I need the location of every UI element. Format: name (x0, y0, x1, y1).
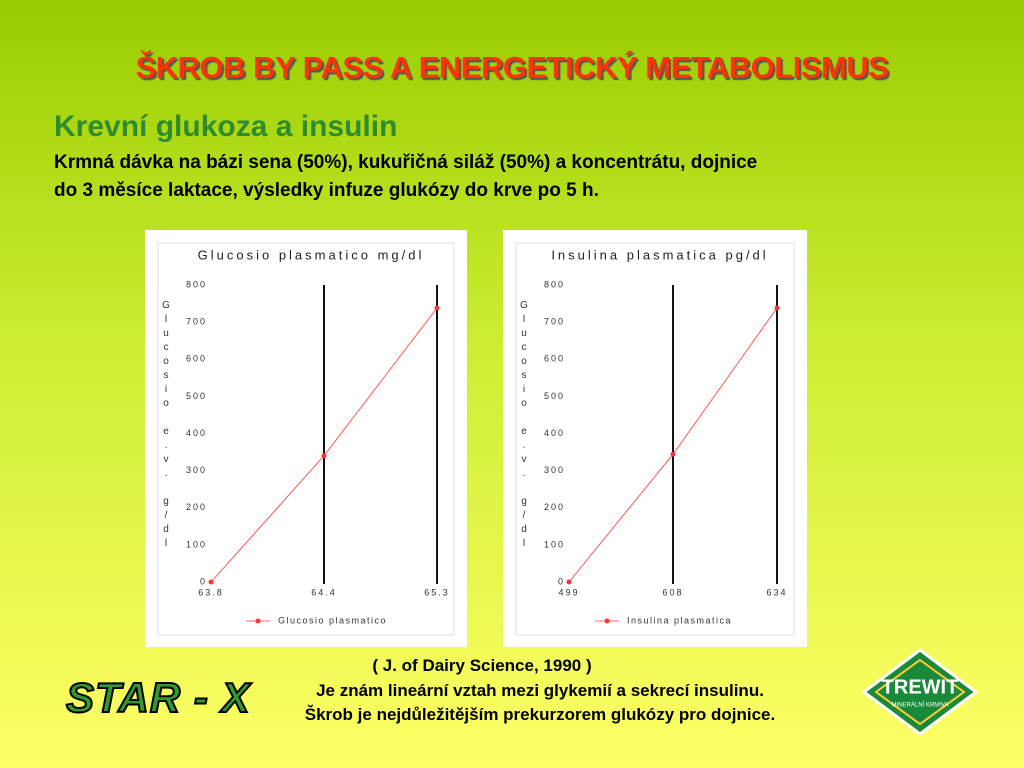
y-tick-label: 200 (544, 502, 565, 512)
logo-subtext: MINERÁLNÍ KRMIVA (892, 702, 949, 709)
y-axis-label: Glucosio e.v. g/dl (161, 300, 172, 552)
y-tick-label: 400 (186, 428, 207, 438)
data-point (670, 451, 676, 457)
y-tick-label: 100 (544, 539, 565, 549)
chart: Insulina plasmatica pg/dl Glucosio e.v. g… (503, 230, 807, 647)
y-tick-label: 800 (544, 279, 565, 289)
slide-title: ŠKROB BY PASS A ENERGETICKÝ METABOLISMUS (135, 50, 889, 85)
plot-frame (157, 242, 455, 636)
data-point (321, 453, 327, 459)
legend-marker (255, 618, 261, 624)
description-line: do 3 měsíce laktace, výsledky infuze glu… (54, 180, 599, 201)
conclusion-line: Je znám lineární vztah mezi glykemií a s… (316, 681, 764, 700)
heading: Krevní glukoza a insulin (54, 110, 398, 143)
y-axis-label: Glucosio e.v. g/dl (519, 300, 530, 552)
logo-star-x: STAR - X (65, 673, 251, 722)
data-point (208, 579, 214, 585)
y-tick-label: 600 (186, 354, 207, 364)
logo-diamond (862, 648, 978, 736)
y-tick-label: 400 (544, 428, 565, 438)
y-tick-label: 300 (186, 465, 207, 475)
legend-label: Glucosio plasmatico (278, 615, 387, 625)
x-tick-label: 634 (766, 587, 787, 597)
y-tick-label: 100 (186, 539, 207, 549)
x-tick-label: 63.8 (198, 587, 224, 597)
logo-inner (874, 658, 966, 726)
y-tick-label: 700 (544, 317, 565, 327)
x-tick-label: 64.4 (311, 587, 337, 597)
data-point (566, 579, 572, 585)
data-point (434, 305, 440, 311)
y-tick-label: 600 (544, 354, 565, 364)
reference: ( J. of Dairy Science, 1990 ) (372, 656, 592, 675)
legend-marker (604, 618, 610, 624)
y-tick-label: 700 (186, 317, 207, 327)
y-tick-label: 500 (544, 391, 565, 401)
description-line: Krmná dávka na bázi sena (50%), kukuřičn… (54, 152, 758, 173)
y-tick-label: 0 (558, 576, 565, 586)
legend-label: Insulina plasmatica (627, 615, 732, 625)
logo-text: TREWIT (882, 676, 959, 698)
y-tick-label: 200 (186, 502, 207, 512)
chart-title: Glucosio plasmatico mg/dl (198, 247, 425, 262)
y-tick-label: 800 (186, 279, 207, 289)
y-tick-label: 500 (186, 391, 207, 401)
y-tick-label: 0 (200, 576, 207, 586)
conclusion-line: Škrob je nejdůležitějším prekurzorem glu… (304, 705, 776, 724)
plot-frame (515, 242, 795, 636)
y-tick-label: 300 (544, 465, 565, 475)
x-tick-label: 65.3 (424, 587, 450, 597)
chart-title: Insulina plasmatica pg/dl (551, 247, 768, 262)
x-tick-label: 499 (558, 587, 579, 597)
chart: Glucosio plasmatico mg/dl Glucosio e.v. g… (145, 230, 467, 647)
logo-trewit: TREWIT MINERÁLNÍ KRMIVA (862, 648, 978, 736)
x-tick-label: 608 (662, 587, 683, 597)
data-point (774, 305, 780, 311)
